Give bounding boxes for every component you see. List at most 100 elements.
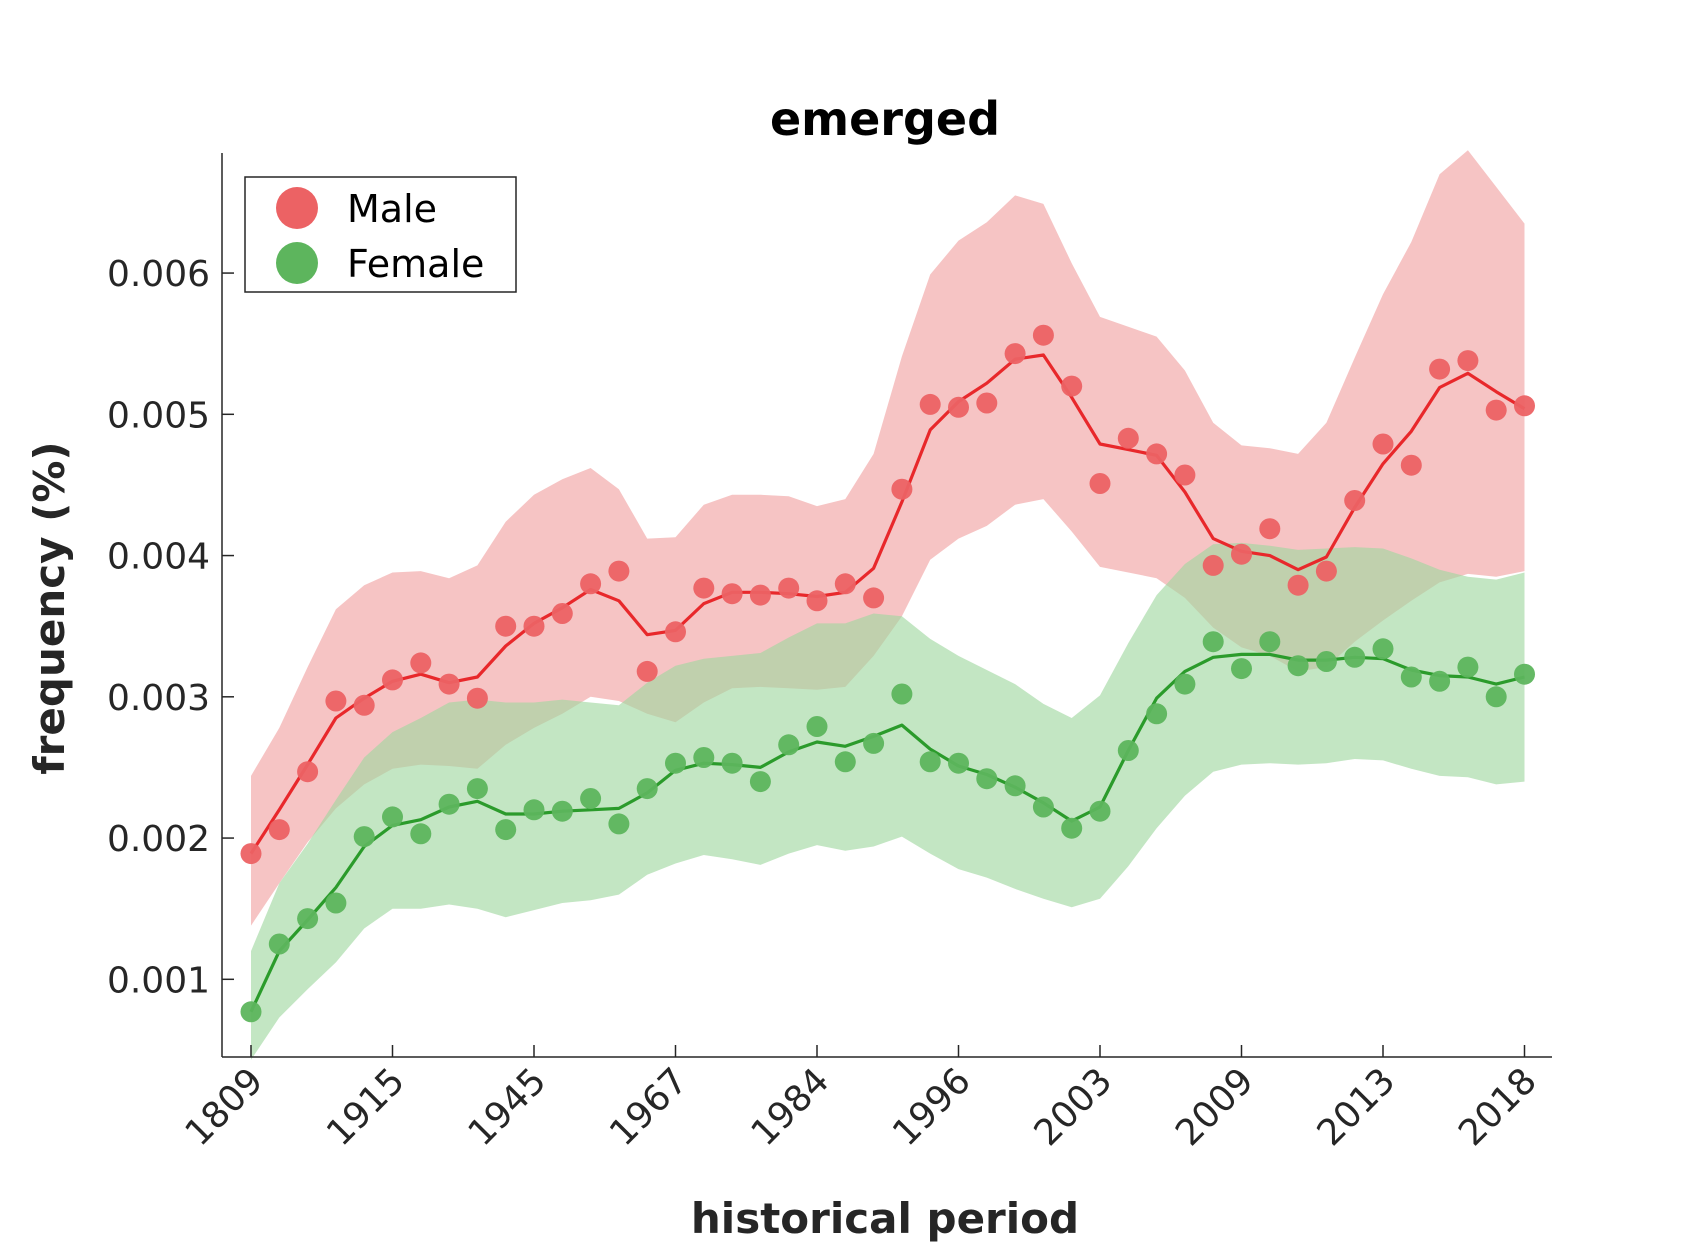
point-female bbox=[834, 751, 856, 773]
x-axis-label: historical period bbox=[691, 1194, 1079, 1243]
point-male bbox=[1372, 433, 1394, 455]
point-male bbox=[1004, 343, 1026, 365]
point-male bbox=[693, 577, 715, 599]
point-male bbox=[636, 660, 658, 682]
point-female bbox=[1315, 651, 1337, 672]
y-tick-label: 0.004 bbox=[107, 537, 210, 578]
band-female bbox=[251, 542, 1525, 1060]
point-male bbox=[1287, 574, 1309, 596]
point-male bbox=[863, 587, 885, 609]
trend-line-female bbox=[249, 652, 1525, 1013]
point-female bbox=[1457, 656, 1479, 678]
point-female bbox=[382, 806, 403, 828]
point-male bbox=[325, 690, 347, 712]
point-female bbox=[919, 751, 941, 773]
point-male bbox=[1174, 464, 1196, 486]
point-female bbox=[353, 826, 375, 848]
legend-label-female: Female bbox=[347, 242, 484, 286]
point-female bbox=[1146, 703, 1168, 725]
point-male bbox=[749, 584, 771, 606]
point-female bbox=[466, 778, 488, 800]
point-female bbox=[1287, 655, 1309, 677]
point-female bbox=[1174, 673, 1196, 695]
point-male bbox=[1485, 399, 1507, 421]
point-male bbox=[976, 392, 998, 414]
point-male bbox=[1344, 490, 1366, 511]
point-male bbox=[353, 694, 375, 716]
point-male bbox=[240, 843, 262, 865]
y-tick-label: 0.003 bbox=[107, 678, 210, 719]
point-male bbox=[806, 590, 828, 612]
point-female bbox=[721, 752, 743, 774]
point-male bbox=[1457, 350, 1479, 372]
point-male bbox=[919, 393, 941, 415]
point-female bbox=[1117, 740, 1139, 761]
point-male bbox=[438, 673, 460, 695]
point-female bbox=[523, 799, 545, 821]
point-male bbox=[1514, 395, 1535, 417]
point-male bbox=[1400, 454, 1422, 476]
point-male bbox=[891, 478, 913, 500]
point-male bbox=[410, 652, 432, 674]
point-female bbox=[1231, 658, 1252, 680]
point-male bbox=[1146, 443, 1168, 465]
point-female bbox=[1400, 666, 1422, 688]
legend-marker-female bbox=[276, 242, 318, 284]
y-tick-label: 0.005 bbox=[107, 395, 210, 436]
legend-label-male: Male bbox=[347, 187, 437, 231]
point-female bbox=[1032, 796, 1054, 818]
point-female bbox=[1514, 663, 1535, 685]
point-female bbox=[948, 752, 969, 774]
point-male bbox=[1259, 518, 1281, 540]
point-female bbox=[580, 788, 602, 809]
point-female bbox=[410, 823, 432, 845]
point-male bbox=[948, 396, 969, 418]
point-male bbox=[1231, 543, 1252, 565]
y-tick-label: 0.006 bbox=[107, 254, 210, 295]
point-female bbox=[665, 752, 686, 774]
point-male bbox=[1032, 324, 1054, 346]
point-female bbox=[551, 800, 573, 822]
point-female bbox=[976, 768, 998, 790]
point-male bbox=[1061, 375, 1083, 397]
point-male bbox=[721, 583, 743, 605]
point-female bbox=[693, 747, 715, 768]
point-female bbox=[608, 813, 630, 835]
point-female bbox=[1344, 646, 1366, 668]
point-female bbox=[1089, 800, 1111, 822]
y-axis-label: frequency (%) bbox=[25, 441, 74, 774]
point-male bbox=[268, 819, 290, 841]
legend: Male Female bbox=[244, 176, 517, 293]
point-female bbox=[891, 683, 913, 705]
point-female bbox=[636, 778, 658, 800]
point-male bbox=[1429, 358, 1451, 380]
point-male bbox=[551, 603, 573, 624]
point-male bbox=[297, 761, 319, 783]
point-male bbox=[778, 577, 800, 599]
chart-title: emerged bbox=[770, 92, 1000, 146]
trend-lines bbox=[249, 353, 1526, 1013]
data-points bbox=[240, 324, 1535, 1023]
point-male bbox=[495, 615, 517, 637]
point-male bbox=[1089, 473, 1111, 494]
point-female bbox=[778, 734, 800, 756]
point-female bbox=[268, 933, 290, 955]
point-male bbox=[1117, 427, 1139, 449]
point-female bbox=[749, 771, 771, 793]
point-male bbox=[580, 573, 602, 595]
y-tick-label: 0.001 bbox=[107, 960, 210, 1001]
point-female bbox=[1061, 817, 1083, 839]
point-female bbox=[806, 716, 828, 737]
point-female bbox=[297, 908, 319, 930]
point-female bbox=[495, 819, 517, 841]
point-male bbox=[1202, 554, 1224, 576]
point-female bbox=[1372, 638, 1394, 660]
trend-line-male bbox=[249, 353, 1526, 855]
point-female bbox=[1202, 631, 1224, 653]
axes bbox=[221, 153, 1552, 1058]
point-male bbox=[382, 669, 403, 691]
point-male bbox=[1315, 560, 1337, 582]
point-female bbox=[1259, 631, 1281, 653]
point-female bbox=[325, 892, 347, 914]
